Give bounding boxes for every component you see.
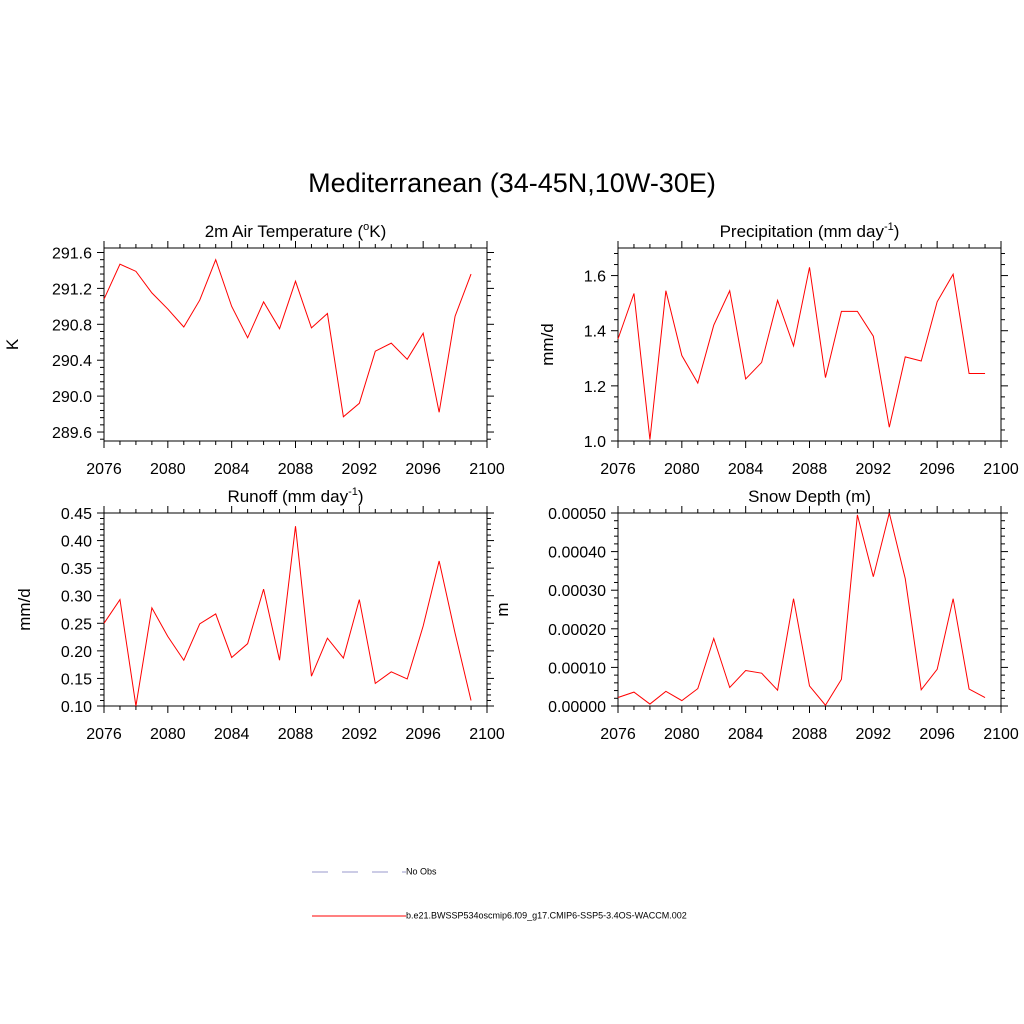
x-tick-label: 2100 xyxy=(983,461,1019,478)
x-tick-label: 2100 xyxy=(469,726,505,743)
x-tick-label: 2076 xyxy=(86,726,122,743)
plot-frame xyxy=(103,247,488,442)
x-tick-label: 2088 xyxy=(278,461,314,478)
x-tick-label: 2096 xyxy=(919,461,955,478)
plot-frame xyxy=(617,512,1002,707)
y-tick-label: 290.0 xyxy=(52,389,92,406)
plot-frame xyxy=(103,512,488,707)
legend-label-no-obs: No Obs xyxy=(406,866,437,877)
y-axis-label: m xyxy=(493,602,512,616)
x-tick-label: 2088 xyxy=(792,461,828,478)
x-tick-label: 2088 xyxy=(792,726,828,743)
y-axis-label: K xyxy=(3,338,22,350)
x-tick-label: 2092 xyxy=(856,726,892,743)
y-tick-label: 1.4 xyxy=(584,324,606,341)
series-line-0 xyxy=(617,267,986,440)
y-tick-label: 0.40 xyxy=(61,534,92,551)
series-line-0 xyxy=(617,512,986,707)
panel-title-superscript: -1 xyxy=(884,221,894,233)
x-tick-label: 2096 xyxy=(405,726,441,743)
x-tick-label: 2096 xyxy=(405,461,441,478)
series-line-0 xyxy=(103,526,472,707)
y-tick-label: 0.25 xyxy=(61,616,92,633)
y-tick-label: 0.45 xyxy=(61,506,92,523)
panel-title: Runoff (mm day-1) xyxy=(227,486,363,506)
legend-item-no-obs: No Obs xyxy=(312,866,437,878)
chart-panel-runoff: 2076 2080 2084 2088 2092 2096 2100 0.10 0.15 0.20… xyxy=(15,486,505,743)
y-tick-label: 291.2 xyxy=(52,281,92,298)
x-tick-label: 2084 xyxy=(728,726,764,743)
legend-label-model: b.e21.BWSSP534oscmip6.f09_g17.CMIP6-SSP5… xyxy=(406,910,687,921)
y-tick-label: 1.2 xyxy=(584,379,606,396)
panel-title: Precipitation (mm day-1) xyxy=(720,221,900,241)
x-tick-label: 2100 xyxy=(469,461,505,478)
x-tick-label: 2080 xyxy=(664,726,700,743)
chart-panel-temperature: 2076 2080 2084 2088 2092 2096 2100 289.6 290.0 29… xyxy=(3,221,505,478)
x-tick-label: 2100 xyxy=(983,726,1019,743)
y-tick-label: 0.00040 xyxy=(548,545,606,562)
x-tick-label: 2092 xyxy=(856,461,892,478)
y-tick-label: 0.15 xyxy=(61,671,92,688)
panel-title: 2m Air Temperature (oK) xyxy=(205,221,387,241)
x-tick-label: 2084 xyxy=(214,461,250,478)
y-tick-label: 0.30 xyxy=(61,589,92,606)
y-tick-label: 290.4 xyxy=(52,353,92,370)
x-tick-label: 2076 xyxy=(600,726,636,743)
y-tick-label: 0.10 xyxy=(61,699,92,716)
panel-title-main: Runoff (mm day xyxy=(227,487,348,506)
panel-title-rest: ) xyxy=(358,487,364,506)
figure-title: Mediterranean (34-45N,10W-30E) xyxy=(308,168,716,198)
y-tick-label: 0.00050 xyxy=(548,506,606,523)
panel-title: Snow Depth (m) xyxy=(748,487,871,506)
x-tick-label: 2080 xyxy=(150,461,186,478)
panel-title-main: Precipitation (mm day xyxy=(720,222,885,241)
legend-item-model: b.e21.BWSSP534oscmip6.f09_g17.CMIP6-SSP5… xyxy=(312,910,687,922)
x-tick-label: 2092 xyxy=(342,726,378,743)
y-tick-label: 289.6 xyxy=(52,425,92,442)
legend-swatch-no-obs xyxy=(312,871,406,873)
y-axis-label: mm/d xyxy=(538,323,557,366)
series-line-0 xyxy=(103,258,472,418)
x-tick-label: 2084 xyxy=(214,726,250,743)
y-tick-label: 290.8 xyxy=(52,317,92,334)
panel-title-superscript: -1 xyxy=(348,486,358,498)
panel-title-superscript: o xyxy=(363,221,369,233)
y-tick-label: 0.20 xyxy=(61,644,92,661)
x-tick-label: 2084 xyxy=(728,461,764,478)
x-tick-label: 2076 xyxy=(600,461,636,478)
x-tick-label: 2092 xyxy=(342,461,378,478)
plot-frame xyxy=(617,247,1002,442)
y-tick-label: 1.6 xyxy=(584,269,606,286)
panel-title-rest: ) xyxy=(894,222,900,241)
y-tick-label: 291.6 xyxy=(52,245,92,262)
y-tick-label: 1.0 xyxy=(584,434,606,451)
panel-title-main: 2m Air Temperature ( xyxy=(205,222,364,241)
panel-title-main: Snow Depth (m) xyxy=(748,487,871,506)
y-tick-label: 0.00030 xyxy=(548,583,606,600)
legend-swatch-model xyxy=(312,915,406,917)
chart-panel-snow-depth: 2076 2080 2084 2088 2092 2096 2100 0.00000 0.000… xyxy=(493,487,1019,743)
chart-panel-precipitation: 2076 2080 2084 2088 2092 2096 2100 1.0 1.2 1.4 1.6… xyxy=(538,221,1019,478)
y-tick-label: 0.00020 xyxy=(548,622,606,639)
y-tick-label: 0.35 xyxy=(61,561,92,578)
x-tick-label: 2096 xyxy=(919,726,955,743)
x-tick-label: 2080 xyxy=(150,726,186,743)
y-axis-label: mm/d xyxy=(15,588,34,631)
x-tick-label: 2076 xyxy=(86,461,122,478)
x-tick-label: 2080 xyxy=(664,461,700,478)
y-tick-label: 0.00000 xyxy=(548,699,606,716)
y-tick-label: 0.00010 xyxy=(548,660,606,677)
x-tick-label: 2088 xyxy=(278,726,314,743)
panel-title-rest: K) xyxy=(369,222,386,241)
